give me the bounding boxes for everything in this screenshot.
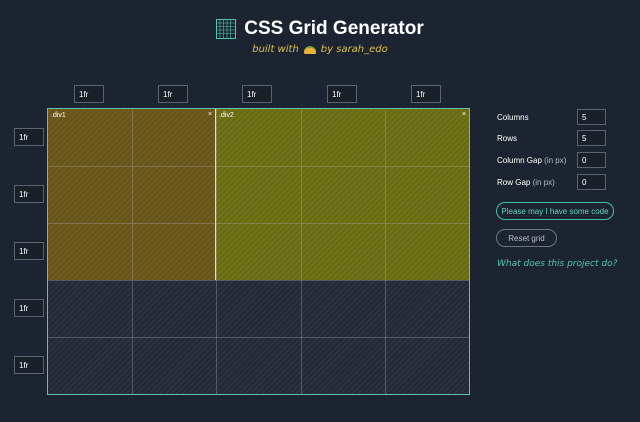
column-track-input-5[interactable] — [411, 85, 441, 103]
column-gap-unit: (in px) — [544, 156, 567, 165]
grid-line-vertical — [385, 109, 386, 394]
page-title: CSS Grid Generator — [244, 18, 424, 39]
row-gap-label-text: Row Gap — [497, 178, 531, 187]
reset-grid-button[interactable]: Reset grid — [496, 229, 557, 247]
grid-area-div2[interactable]: .div2 × — [216, 109, 469, 280]
columns-count-input[interactable] — [577, 109, 606, 125]
subtitle-author-link[interactable]: by sarah_edo — [320, 44, 388, 55]
rows-label: Rows — [497, 134, 518, 143]
title-row: CSS Grid Generator — [0, 18, 640, 40]
taco-icon — [303, 45, 316, 54]
get-code-button[interactable]: Please may I have some code — [496, 202, 614, 220]
div1-label: .div1 — [51, 112, 66, 119]
grid-logo-icon — [216, 19, 237, 39]
column-track-input-2[interactable] — [158, 85, 188, 103]
grid-line-vertical — [132, 109, 133, 394]
div1-close-icon[interactable]: × — [208, 111, 213, 118]
row-gap-label: Row Gap (in px) — [497, 178, 555, 187]
column-gap-input[interactable] — [577, 152, 606, 168]
grid-line-horizontal — [48, 337, 469, 338]
header: CSS Grid Generator built with by sarah_e… — [0, 18, 640, 55]
div2-label: .div2 — [219, 112, 234, 119]
row-track-input-3[interactable] — [14, 242, 44, 260]
row-track-input-1[interactable] — [14, 128, 44, 146]
column-track-input-4[interactable] — [327, 85, 357, 103]
columns-label: Columns — [497, 113, 529, 122]
row-gap-input[interactable] — [577, 174, 606, 190]
column-gap-label: Column Gap (in px) — [497, 156, 566, 165]
column-track-input-1[interactable] — [74, 85, 104, 103]
div1-hatch-pattern — [48, 109, 215, 280]
rows-count-input[interactable] — [577, 130, 606, 146]
row-track-input-2[interactable] — [14, 185, 44, 203]
grid-line-horizontal — [48, 166, 469, 167]
grid-line-horizontal — [48, 223, 469, 224]
about-project-link[interactable]: What does this project do? — [497, 259, 618, 269]
grid-line-horizontal — [48, 280, 469, 281]
div2-hatch-pattern — [216, 109, 469, 280]
column-track-input-3[interactable] — [242, 85, 272, 103]
row-gap-unit: (in px) — [532, 178, 555, 187]
div2-close-icon[interactable]: × — [461, 111, 466, 118]
subtitle-prefix: built with — [252, 44, 299, 55]
grid-canvas[interactable]: .div1 .div2 × × — [47, 108, 470, 395]
grid-line-vertical — [301, 109, 302, 394]
row-track-input-5[interactable] — [14, 356, 44, 374]
subtitle: built with by sarah_edo — [0, 44, 640, 55]
grid-area-div1[interactable]: .div1 — [48, 109, 216, 280]
row-track-input-4[interactable] — [14, 299, 44, 317]
column-gap-label-text: Column Gap — [497, 156, 542, 165]
grid-line-vertical — [216, 109, 217, 394]
